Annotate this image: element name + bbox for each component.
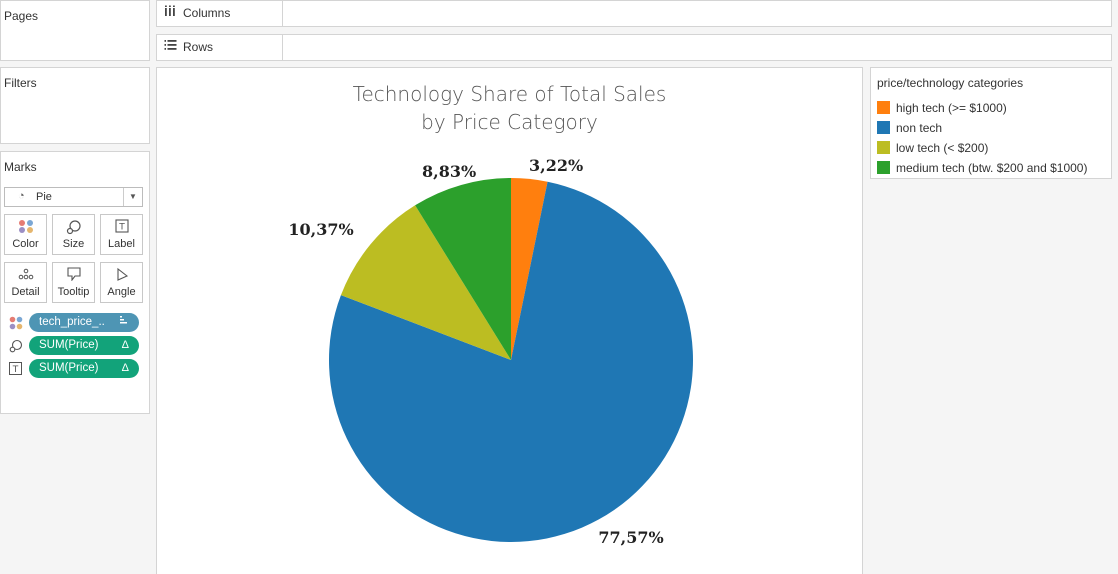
rows-shelf-label: Rows bbox=[157, 35, 283, 60]
marks-card: Marks ◔ Pie ▼ Color Size T Label Detail … bbox=[0, 151, 150, 414]
mark-type-label: Pie bbox=[36, 191, 52, 203]
legend-swatch bbox=[877, 141, 890, 154]
pill-label: SUM(Price) bbox=[39, 362, 99, 374]
size-icon bbox=[53, 219, 94, 235]
label-t-icon: T bbox=[101, 219, 142, 235]
label-button-label: Label bbox=[108, 238, 135, 250]
mark-type-dropdown[interactable]: ◔ Pie ▼ bbox=[4, 187, 143, 207]
sort-icon bbox=[119, 313, 129, 332]
legend-swatch bbox=[877, 101, 890, 114]
size-icon bbox=[9, 339, 25, 353]
pill-label: SUM(Price) bbox=[39, 339, 99, 351]
label-t-icon: T bbox=[9, 362, 25, 376]
slice-percent-label-0: 3,22% bbox=[529, 156, 583, 175]
legend-label: high tech (>= $1000) bbox=[896, 101, 1007, 115]
detail-dots-icon bbox=[5, 267, 46, 283]
pie-chart: 3,22% 77,57% 10,37% 8,83% bbox=[288, 156, 693, 547]
legend-swatch bbox=[877, 161, 890, 174]
columns-label: Columns bbox=[183, 6, 231, 20]
marks-card-title: Marks bbox=[4, 160, 37, 174]
pie-slice-1[interactable] bbox=[328, 181, 693, 543]
detail-button[interactable]: Detail bbox=[4, 262, 47, 303]
tooltip-icon bbox=[53, 267, 94, 283]
slice-percent-label-1: 77,57% bbox=[598, 528, 663, 547]
pill-label: tech_price_.. bbox=[39, 316, 105, 328]
slice-percent-label-3: 8,83% bbox=[422, 162, 476, 181]
legend-item-low-tech[interactable]: low tech (< $200) bbox=[874, 138, 1104, 158]
chart-title-line-1: Technology Share of Total Sales bbox=[352, 82, 667, 106]
rows-label: Rows bbox=[183, 40, 214, 54]
sum-price-label-pill[interactable]: SUM(Price) Δ bbox=[29, 359, 139, 378]
color-dots-icon bbox=[5, 219, 46, 235]
delta-icon: Δ bbox=[121, 362, 129, 374]
color-dots-icon bbox=[9, 316, 25, 330]
columns-shelf[interactable]: Columns bbox=[156, 0, 1112, 27]
label-pill-row: T SUM(Price) Δ bbox=[9, 359, 144, 379]
columns-shelf-label: Columns bbox=[157, 1, 283, 26]
rows-icon bbox=[164, 39, 177, 54]
slice-percent-label-2: 10,37% bbox=[288, 220, 353, 239]
chevron-down-icon[interactable]: ▼ bbox=[123, 188, 142, 206]
legend-label: non tech bbox=[896, 121, 943, 135]
color-pill-row: tech_price_.. bbox=[9, 313, 144, 333]
tooltip-button[interactable]: Tooltip bbox=[52, 262, 95, 303]
color-button-label: Color bbox=[12, 238, 39, 250]
color-legend: price/technology categories high tech (>… bbox=[870, 67, 1112, 179]
pages-card: Pages bbox=[0, 0, 150, 61]
label-button[interactable]: T Label bbox=[100, 214, 143, 255]
legend-item-high-tech[interactable]: high tech (>= $1000) bbox=[874, 98, 1104, 118]
legend-swatch bbox=[877, 121, 890, 134]
columns-icon bbox=[164, 5, 176, 20]
svg-text:T: T bbox=[118, 223, 125, 233]
angle-button[interactable]: Angle bbox=[100, 262, 143, 303]
pie-slice-2[interactable] bbox=[340, 205, 511, 360]
tech-price-pill[interactable]: tech_price_.. bbox=[29, 313, 139, 332]
legend-item-non-tech[interactable]: non tech bbox=[874, 118, 1104, 138]
size-button[interactable]: Size bbox=[52, 214, 95, 255]
legend-label: low tech (< $200) bbox=[896, 141, 989, 155]
delta-icon: Δ bbox=[121, 339, 129, 351]
color-button[interactable]: Color bbox=[4, 214, 47, 255]
sum-price-size-pill[interactable]: SUM(Price) Δ bbox=[29, 336, 139, 355]
detail-button-label: Detail bbox=[11, 286, 40, 298]
view-canvas: Technology Share of Total Sales by Price… bbox=[156, 67, 863, 574]
size-button-label: Size bbox=[62, 238, 85, 250]
pages-card-title: Pages bbox=[4, 9, 39, 23]
pie-slice-3[interactable] bbox=[415, 178, 511, 360]
size-pill-row: SUM(Price) Δ bbox=[9, 336, 144, 356]
legend-item-medium-tech[interactable]: medium tech (btw. $200 and $1000) bbox=[874, 158, 1104, 178]
legend-title: price/technology categories bbox=[877, 76, 1024, 90]
filters-card-title: Filters bbox=[4, 76, 37, 90]
svg-text:T: T bbox=[12, 365, 19, 375]
filters-card[interactable]: Filters bbox=[0, 67, 150, 144]
angle-button-label: Angle bbox=[107, 286, 136, 298]
tooltip-button-label: Tooltip bbox=[57, 286, 90, 298]
pie-slice-0[interactable] bbox=[511, 178, 548, 360]
chart-title-line-2: by Price Category bbox=[421, 110, 598, 134]
rows-shelf[interactable]: Rows bbox=[156, 34, 1112, 61]
legend-label: medium tech (btw. $200 and $1000) bbox=[896, 161, 1088, 175]
pie-mark-icon: ◔ bbox=[18, 190, 25, 202]
angle-icon bbox=[101, 267, 142, 283]
